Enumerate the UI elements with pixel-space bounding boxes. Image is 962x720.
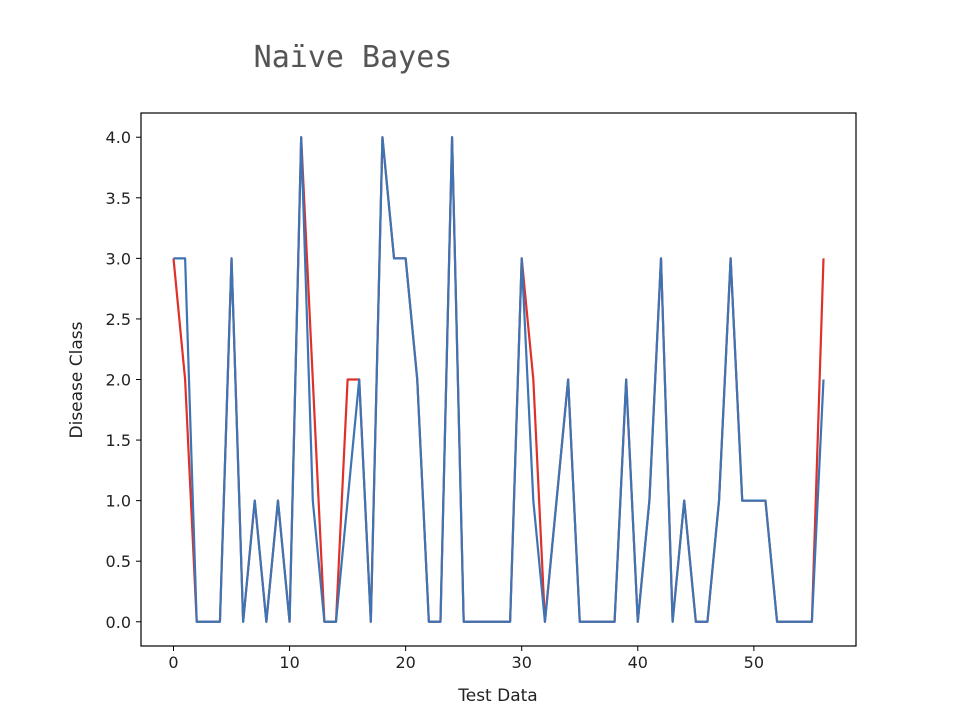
x-tick-label: 20 [395,653,415,672]
y-tick-label: 2.0 [106,371,131,390]
x-axis-label: Test Data [457,686,537,706]
series-line-2 [173,136,825,623]
series-line-1 [172,136,825,623]
y-tick-label: 1.0 [106,492,131,511]
x-tick-label: 30 [512,653,532,672]
y-tick-label: 4.0 [106,128,131,147]
x-tick-label: 40 [628,653,648,672]
x-tick-label: 50 [744,653,764,672]
y-axis: 0.0 0.5 1.0 1.5 2.0 2.5 3.0 3.5 4.0 [106,128,141,632]
y-tick-label: 0.0 [106,613,131,632]
x-axis: 0 10 20 30 40 50 [168,646,764,672]
y-tick-label: 3.0 [106,249,131,268]
y-tick-label: 0.5 [106,552,131,571]
x-tick-label: 10 [279,653,299,672]
y-axis-label: Disease Class [67,321,87,438]
x-tick-label: 0 [168,653,178,672]
y-tick-label: 2.5 [106,310,131,329]
chart-title: Naïve Bayes [253,40,453,75]
y-tick-label: 1.5 [106,431,131,450]
y-tick-label: 3.5 [106,189,131,208]
series-layer [172,136,825,623]
